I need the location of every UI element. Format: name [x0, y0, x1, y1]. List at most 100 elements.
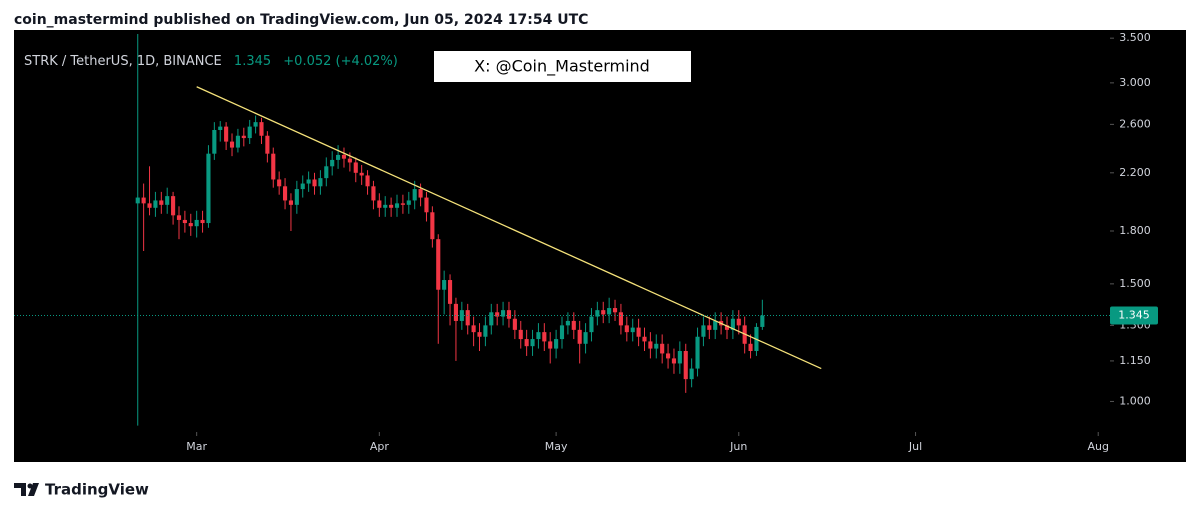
candle-body — [642, 336, 647, 342]
y-tick-label: 2.600 — [1119, 117, 1151, 130]
candle-body — [365, 175, 370, 187]
last-price-box — [1110, 306, 1158, 325]
candle-body — [713, 320, 718, 330]
y-tick-label: 1.000 — [1119, 394, 1151, 407]
candle-body — [424, 197, 429, 213]
candle-body — [589, 316, 594, 333]
candle-body — [176, 215, 182, 220]
candle-body — [701, 325, 706, 337]
candle-body — [389, 204, 394, 208]
logo-mark — [14, 483, 39, 496]
y-tick-label: 3.000 — [1119, 76, 1151, 89]
tradingview-logo — [14, 483, 39, 496]
candle-body — [683, 351, 688, 380]
candle-body — [159, 200, 164, 205]
y-tick-label: 2.200 — [1119, 166, 1151, 179]
candle-body — [512, 318, 517, 330]
candle-body — [465, 310, 470, 326]
candle-body — [383, 204, 388, 208]
candle-body — [318, 178, 323, 187]
candle-body — [666, 353, 671, 359]
chart-background — [14, 30, 1186, 462]
candle-body — [224, 126, 229, 142]
candle-body — [229, 141, 235, 148]
candle-body — [654, 343, 659, 349]
candle-body — [241, 135, 246, 139]
candle-body — [324, 166, 329, 179]
candle-body — [312, 179, 317, 187]
candle-body — [483, 325, 488, 337]
candle-body — [359, 172, 364, 176]
y-tick-label: 1.500 — [1119, 277, 1151, 290]
candle-body — [336, 154, 341, 160]
candle-body — [288, 200, 294, 205]
watermark: X: @Coin_Mastermind — [474, 57, 650, 77]
trendline — [196, 86, 822, 370]
candle-body — [648, 341, 653, 349]
candle-body — [506, 310, 512, 319]
candle-body — [400, 203, 405, 205]
candle-body — [471, 325, 476, 333]
candle-body — [147, 203, 152, 208]
candle-body — [447, 280, 453, 304]
publish-header: coin_mastermind published on TradingView… — [14, 12, 588, 28]
candle-body — [595, 310, 600, 317]
last-price-label: 1.345 — [1118, 308, 1150, 321]
candle-body — [341, 154, 347, 159]
candle-body — [518, 329, 523, 340]
candle-body — [607, 308, 612, 315]
candle-body — [330, 159, 335, 167]
candle-body — [612, 308, 618, 313]
logo-dot — [27, 483, 33, 489]
candle-body — [671, 358, 677, 364]
candle-body — [259, 122, 264, 136]
x-tick-label: Jun — [729, 440, 747, 453]
candle-body — [294, 189, 299, 205]
candle-body — [253, 122, 258, 127]
plot: 1.0001.1501.3001.5001.8002.2002.6003.000… — [14, 31, 1158, 453]
candle-body — [412, 189, 417, 201]
candle-body — [536, 332, 541, 340]
candle-body — [265, 135, 270, 154]
footer-brand: TradingView — [45, 481, 149, 499]
candle-body — [660, 343, 665, 354]
candle-body — [583, 332, 588, 344]
candle-body — [530, 339, 535, 347]
candle-body — [406, 200, 411, 205]
candle-body — [707, 325, 712, 330]
candle-body — [436, 239, 441, 290]
candle-body — [524, 339, 529, 347]
candle-body — [477, 332, 482, 337]
candle-body — [353, 162, 358, 173]
candle-body — [542, 332, 547, 342]
candle-body — [430, 212, 435, 240]
candle-body — [282, 186, 288, 201]
candle-body — [748, 343, 753, 352]
candle-body — [165, 196, 170, 205]
candle-body — [618, 312, 623, 326]
x-tick-label: Aug — [1087, 440, 1108, 453]
symbol: STRK / TetherUS, 1D, BINANCE — [24, 54, 222, 69]
x-tick-label: Apr — [370, 440, 390, 453]
watermark-box — [434, 51, 691, 82]
candle-body — [559, 325, 565, 340]
candle-body — [182, 219, 187, 224]
candle-body — [188, 223, 193, 227]
candle-body — [724, 325, 730, 330]
candle-body — [636, 327, 641, 337]
candle-body — [271, 153, 276, 180]
candle-body — [218, 126, 223, 130]
candle-body — [153, 200, 158, 208]
candle-body — [554, 339, 559, 349]
candle-body — [442, 280, 447, 290]
candle-body — [760, 315, 765, 327]
candle-body — [695, 336, 700, 369]
candle-body — [212, 129, 217, 154]
candle-body — [135, 197, 140, 204]
candle-body — [141, 197, 146, 204]
candle-body — [571, 320, 576, 330]
candle-body — [206, 153, 211, 224]
symbol-legend: STRK / TetherUS, 1D, BINANCE 1.345 +0.05… — [24, 54, 398, 69]
y-tick-label: 1.800 — [1119, 224, 1151, 237]
candle-body — [548, 341, 553, 349]
